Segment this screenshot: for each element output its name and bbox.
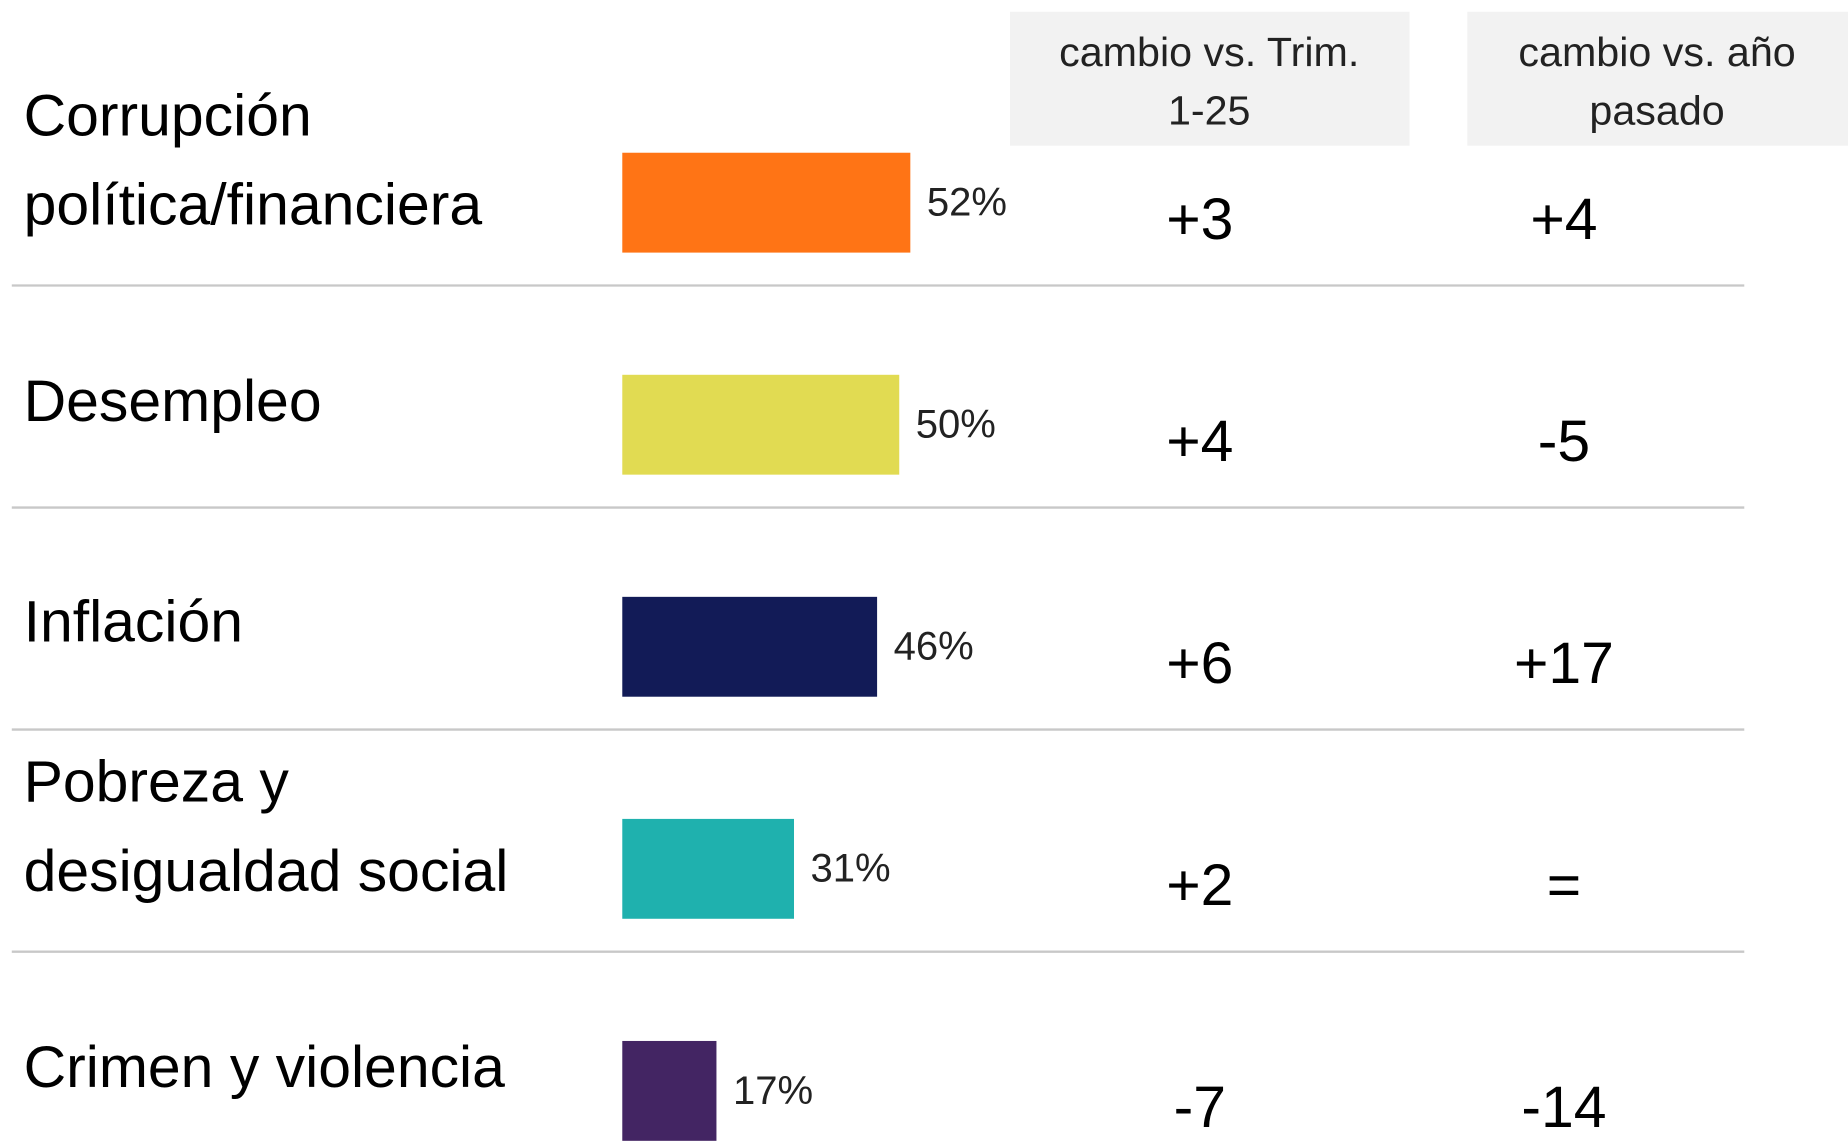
change-value: +4 xyxy=(1166,409,1233,474)
change-value: -14 xyxy=(1521,1075,1606,1140)
value-label: 17% xyxy=(733,1069,813,1113)
bar xyxy=(622,1040,717,1141)
value-label: 52% xyxy=(927,181,1007,225)
column-header: 1-25 xyxy=(1168,88,1251,134)
value-label: 31% xyxy=(811,847,891,891)
column-header: cambio vs. año xyxy=(1518,29,1795,75)
column-header: pasado xyxy=(1589,88,1724,134)
category-label: política/financiera xyxy=(24,173,483,238)
value-label: 46% xyxy=(894,625,974,669)
category-label: Inflación xyxy=(24,590,243,655)
category-label: Crimen y violencia xyxy=(24,1035,506,1100)
change-value: +17 xyxy=(1514,631,1614,696)
bar xyxy=(622,152,911,253)
bar xyxy=(622,596,878,697)
change-value: -7 xyxy=(1174,1075,1226,1140)
category-label: Pobreza y xyxy=(24,750,290,815)
change-value: +6 xyxy=(1166,631,1233,696)
category-label: Corrupción xyxy=(24,83,312,148)
bar xyxy=(622,374,900,475)
column-header: cambio vs. Trim. xyxy=(1059,29,1359,75)
category-label: desigualdad social xyxy=(24,839,509,904)
change-value: +3 xyxy=(1166,187,1233,252)
change-value: +2 xyxy=(1166,853,1233,918)
header-background xyxy=(1467,11,1848,146)
change-value: -5 xyxy=(1538,409,1590,474)
change-value: +4 xyxy=(1530,187,1597,252)
change-value: = xyxy=(1547,853,1581,918)
value-label: 50% xyxy=(916,403,996,447)
category-label: Desempleo xyxy=(24,369,322,434)
bar xyxy=(622,818,795,919)
header-background xyxy=(1010,11,1410,146)
